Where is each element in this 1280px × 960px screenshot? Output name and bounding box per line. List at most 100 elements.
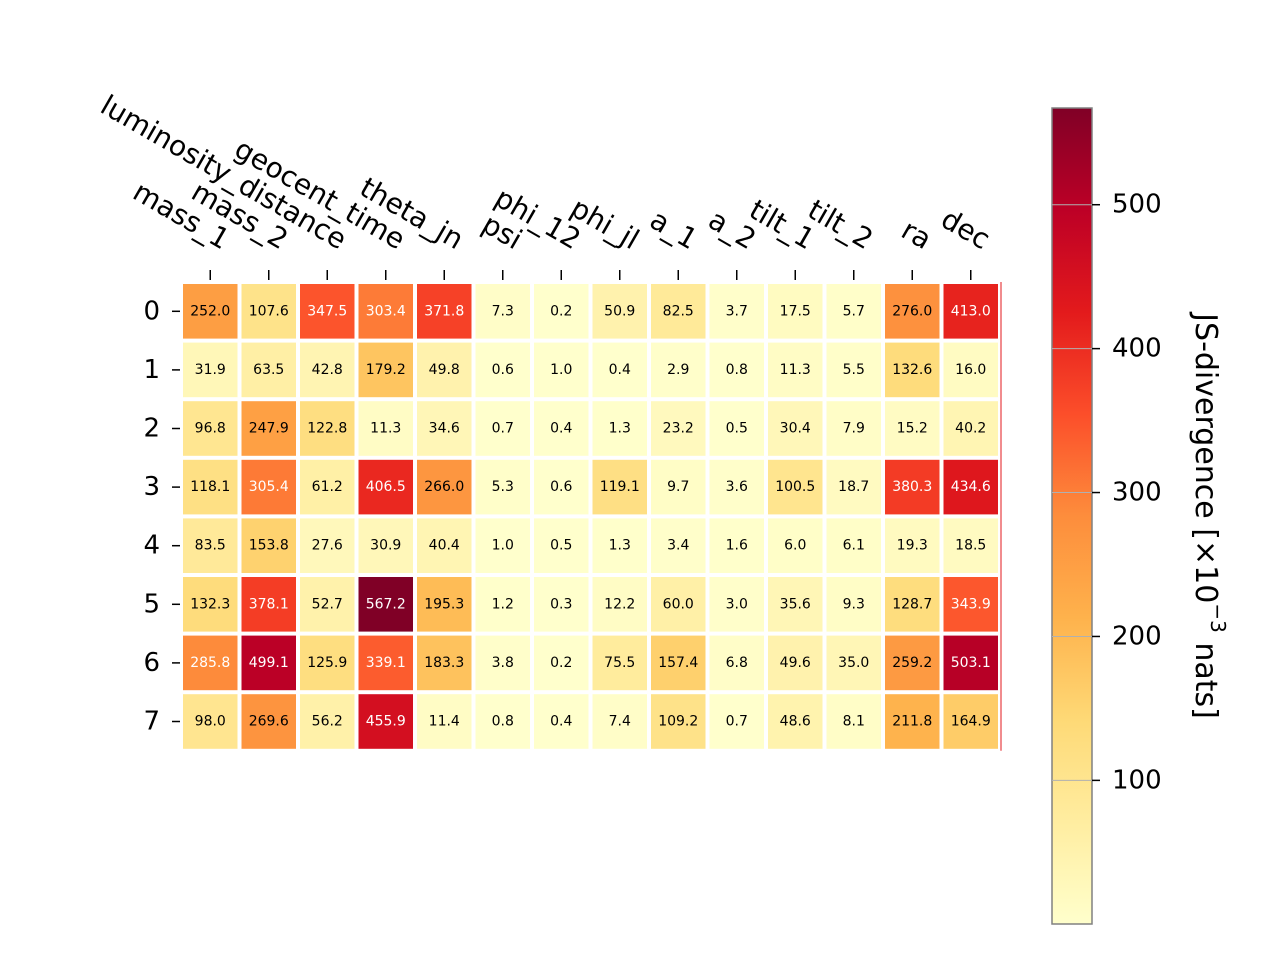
heatmap-cell (183, 518, 238, 573)
cell-value-label: 18.5 (955, 538, 986, 554)
cell-value-label: 83.5 (195, 538, 226, 554)
heatmap-cell (241, 518, 296, 573)
heatmap-cell (768, 694, 823, 749)
cell-value-label: 82.5 (663, 303, 694, 319)
cell-value-label: 18.7 (838, 479, 869, 495)
heatmap-cell (300, 518, 355, 573)
heatmap-cell (241, 401, 296, 456)
cell-value-label: 128.7 (892, 596, 932, 612)
heatmap-cell (417, 694, 472, 749)
row-label: 5 (143, 589, 160, 619)
heatmap-cell (826, 635, 881, 691)
cell-value-label: 3.4 (667, 538, 689, 554)
heatmap-cell (475, 459, 530, 515)
column-label: dec (936, 202, 996, 256)
heatmap-cell (241, 577, 296, 632)
row-labels: 0 1 2 3 4 5 6 7 (143, 296, 180, 737)
cell-value-label: 3.0 (726, 596, 748, 612)
cell-value-label: 6.8 (726, 655, 748, 671)
cell-value-label: 40.4 (429, 538, 460, 554)
heatmap-cell (475, 518, 530, 573)
cell-value-label: 11.3 (370, 421, 401, 437)
cell-value-label: 1.2 (492, 596, 514, 612)
heatmap-cell (300, 694, 355, 749)
cell-value-label: 9.7 (667, 479, 689, 495)
cell-value-label: 0.6 (492, 362, 514, 378)
cell-value-label: 211.8 (892, 714, 932, 730)
cell-value-label: 3.6 (726, 479, 748, 495)
cell-value-label: 378.1 (249, 596, 289, 612)
cell-value-label: 42.8 (312, 362, 343, 378)
cell-value-label: 0.4 (550, 714, 572, 730)
heatmap-cell (592, 518, 647, 573)
heatmap-cell (709, 284, 764, 339)
cell-value-label: 247.9 (249, 421, 289, 437)
cell-value-label: 153.8 (249, 538, 289, 554)
heatmap-cell (651, 459, 706, 515)
cell-value-label: 7.4 (609, 714, 631, 730)
heatmap-cell (475, 577, 530, 632)
heatmap-cell (241, 284, 296, 339)
cell-value-label: 63.5 (253, 362, 284, 378)
heatmap-cell (592, 342, 647, 398)
cell-value-label: 0.6 (550, 479, 572, 495)
heatmap-cell (183, 459, 238, 515)
cell-value-label: 35.6 (780, 596, 811, 612)
heatmap-cell (651, 577, 706, 632)
heatmap-cell (768, 459, 823, 515)
cell-value-label: 7.9 (843, 421, 865, 437)
cell-value-label: 434.6 (951, 479, 991, 495)
colorbar-gradient (1051, 107, 1093, 925)
heatmap-cell (943, 694, 998, 749)
colorbar-tick-label: 300 (1112, 478, 1162, 508)
cell-value-label: 30.9 (370, 538, 401, 554)
cell-value-label: 27.6 (312, 538, 343, 554)
heatmap-cell (709, 401, 764, 456)
cell-value-label: 23.2 (663, 421, 694, 437)
heatmap-cell (534, 518, 589, 573)
colorbar-tick-label: 500 (1112, 190, 1162, 220)
column-label: a_1 (644, 203, 703, 256)
cell-value-label: 35.0 (838, 655, 869, 671)
heatmap-cell (651, 342, 706, 398)
cell-value-label: 19.3 (897, 538, 928, 554)
cell-value-label: 380.3 (892, 479, 932, 495)
cell-value-label: 276.0 (892, 303, 932, 319)
heatmap-cell (651, 401, 706, 456)
cell-value-label: 132.6 (892, 362, 932, 378)
heatmap-cell (417, 635, 472, 691)
heatmap-cell (651, 518, 706, 573)
heatmap-cell (943, 401, 998, 456)
cell-value-label: 406.5 (366, 479, 406, 495)
cell-value-label: 100.5 (775, 479, 815, 495)
heatmap-cell (651, 635, 706, 691)
cell-value-label: 109.2 (658, 714, 698, 730)
heatmap-cell (943, 284, 998, 339)
cell-value-label: 40.2 (955, 421, 986, 437)
heatmap-cell (534, 577, 589, 632)
heatmap-cell (475, 284, 530, 339)
heatmap-cell (534, 635, 589, 691)
cell-value-label: 1.3 (609, 538, 631, 554)
colorbar-tick-label: 200 (1112, 621, 1162, 651)
heatmap-cell (534, 694, 589, 749)
cell-value-label: 5.7 (843, 303, 865, 319)
row-label: 7 (143, 707, 160, 737)
cell-value-label: 75.5 (604, 655, 635, 671)
cell-value-label: 0.7 (492, 421, 514, 437)
heatmap-cell (943, 635, 998, 691)
cell-value-label: 371.8 (424, 303, 464, 319)
heatmap-cell (183, 284, 238, 339)
heatmap-cell (651, 694, 706, 749)
heatmap-cell (534, 401, 589, 456)
heatmap-cell (300, 401, 355, 456)
heatmap-cell (768, 518, 823, 573)
cell-value-label: 0.2 (550, 655, 572, 671)
heatmap-cell (592, 284, 647, 339)
heatmap-cell (358, 577, 413, 632)
cell-value-label: 567.2 (366, 596, 406, 612)
heatmap-cell (651, 284, 706, 339)
heatmap-cell (768, 284, 823, 339)
cell-value-label: 6.1 (843, 538, 865, 554)
heatmap-cell (300, 459, 355, 515)
